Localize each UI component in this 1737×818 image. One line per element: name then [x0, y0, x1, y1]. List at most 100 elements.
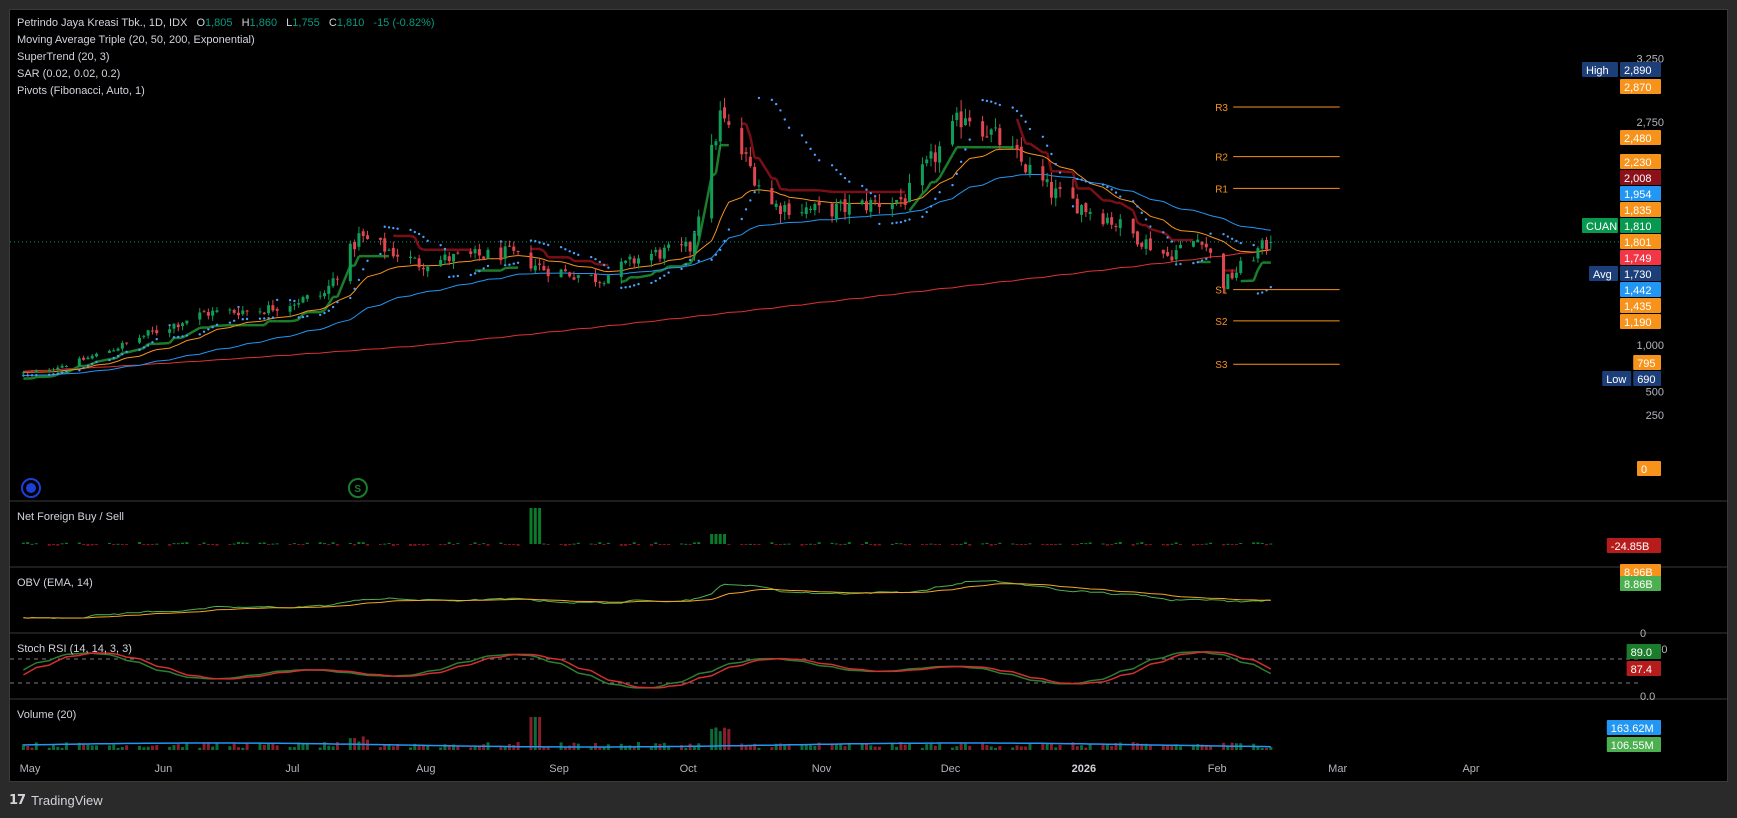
foreign-bar	[1105, 544, 1109, 546]
supertrend-segment	[925, 181, 933, 191]
sar-dot	[60, 371, 64, 374]
price-badge-13-bg	[1620, 314, 1661, 329]
supertrend-segment	[908, 193, 924, 212]
pane-title-stoch[interactable]: Stoch RSI (14, 14, 3, 3)	[17, 643, 132, 655]
candle	[994, 118, 998, 132]
price-axis-tick[interactable]: 1,000	[1636, 340, 1664, 352]
volume-bar	[968, 745, 972, 750]
candle-body	[542, 266, 546, 271]
sar-dot	[112, 356, 115, 360]
price-axis-tick[interactable]: 3,250	[1636, 54, 1664, 66]
volume-bar	[26, 745, 30, 750]
volume-bar	[107, 745, 111, 750]
volume-bar	[1024, 746, 1028, 750]
sar-dot	[426, 239, 429, 243]
sar-dot	[456, 274, 460, 278]
volume-bar	[1204, 745, 1208, 750]
foreign-bar	[383, 543, 387, 545]
foreign-bar	[297, 544, 301, 545]
candle-body	[1084, 203, 1088, 213]
volume-bar	[21, 744, 25, 750]
chart-canvas[interactable]: R3 R2 R1 S1 S2 S3 S 3,250 2,750 1,000 500 250 0 0.0…	[10, 10, 1728, 782]
candle-body	[1071, 187, 1075, 199]
time-axis-label[interactable]: May	[20, 763, 41, 775]
time-axis-label[interactable]: Apr	[1462, 763, 1479, 775]
candle-body	[864, 201, 868, 211]
legend-indicator-pivots[interactable]: Pivots (Fibonacci, Auto, 1)	[17, 85, 145, 97]
candle	[637, 254, 641, 269]
sar-dot	[232, 319, 236, 322]
footer-brand[interactable]: TradingView	[31, 792, 103, 808]
candle	[903, 193, 907, 210]
supertrend-segment	[621, 279, 626, 284]
tradingview-logo-icon[interactable]: 17	[9, 792, 26, 808]
time-axis-label[interactable]: Oct	[680, 763, 697, 775]
time-axis-label[interactable]: Dec	[941, 763, 961, 775]
candle	[499, 241, 503, 265]
candle-body	[606, 275, 610, 284]
sar-dot	[1119, 195, 1122, 198]
legend-indicator-sar[interactable]: SAR (0.02, 0.02, 0.2)	[17, 68, 120, 80]
time-axis-label[interactable]: Aug	[416, 763, 436, 775]
foreign-bar	[185, 542, 189, 544]
price-badge-10-bg	[1620, 266, 1661, 281]
volume-bar	[632, 746, 636, 750]
time-axis-label[interactable]: 2026	[1072, 763, 1096, 775]
volume-bar	[245, 743, 249, 750]
time-axis-label[interactable]: Jul	[285, 763, 299, 775]
candle-body	[512, 246, 516, 251]
sar-dot	[439, 243, 442, 247]
candle-body	[680, 244, 684, 246]
volume-bar	[499, 746, 503, 750]
candle	[90, 353, 94, 360]
candle	[589, 274, 593, 277]
sar-dot	[1261, 291, 1264, 294]
candle	[198, 308, 202, 326]
foreign-bar	[1028, 543, 1032, 545]
pane-title-obv[interactable]: OBV (EMA, 14)	[17, 577, 93, 589]
sar-dot	[379, 252, 382, 256]
candle-body	[860, 200, 864, 204]
price-axis-tick[interactable]: 2,750	[1636, 117, 1664, 129]
candle	[649, 249, 653, 268]
sar-dot	[1058, 171, 1062, 174]
volume-bar	[804, 744, 808, 750]
foreign-bar	[120, 544, 124, 545]
time-axis-label[interactable]: Mar	[1328, 763, 1347, 775]
candle	[262, 311, 266, 315]
foreign-bar	[241, 542, 245, 544]
volume-bar	[56, 746, 60, 750]
legend-indicator-supertrend[interactable]: SuperTrend (20, 3)	[17, 51, 110, 63]
volume-bar	[1071, 742, 1075, 750]
volume-bar	[1019, 746, 1023, 750]
candle	[1019, 137, 1023, 166]
price-axis-tick[interactable]: 250	[1646, 410, 1664, 422]
candle-body	[1028, 164, 1032, 174]
candle-body	[1265, 239, 1269, 250]
candle-body	[64, 366, 68, 368]
pane-title-volume[interactable]: Volume (20)	[17, 709, 76, 721]
time-axis-label[interactable]: Sep	[549, 763, 569, 775]
pane-title-foreign[interactable]: Net Foreign Buy / Sell	[17, 511, 124, 523]
price-axis-tick[interactable]: 500	[1646, 387, 1664, 399]
candle	[1131, 218, 1135, 238]
candle-body	[830, 203, 834, 217]
volume-bar	[292, 747, 296, 750]
candle-body	[563, 269, 567, 272]
volume-bar	[1196, 743, 1200, 750]
time-axis-label[interactable]: Nov	[812, 763, 832, 775]
candle-body	[353, 241, 357, 250]
foreign-bar	[228, 544, 232, 545]
candle-body	[1101, 213, 1105, 225]
legend-symbol[interactable]: Petrindo Jaya Kreasi Tbk., 1D, IDX O1,80…	[17, 17, 435, 29]
candle	[486, 247, 490, 259]
volume-bar	[813, 745, 817, 750]
legend-indicator-ma-triple[interactable]: Moving Average Triple (20, 50, 200, Expo…	[17, 34, 255, 46]
foreign-bar	[748, 543, 752, 545]
sar-dot	[998, 103, 1002, 107]
foreign-bar	[47, 544, 51, 546]
time-axis-label[interactable]: Jun	[154, 763, 172, 775]
time-axis-label[interactable]: Feb	[1208, 763, 1227, 775]
sar-dot	[951, 183, 954, 187]
volume-bar	[1131, 742, 1135, 750]
